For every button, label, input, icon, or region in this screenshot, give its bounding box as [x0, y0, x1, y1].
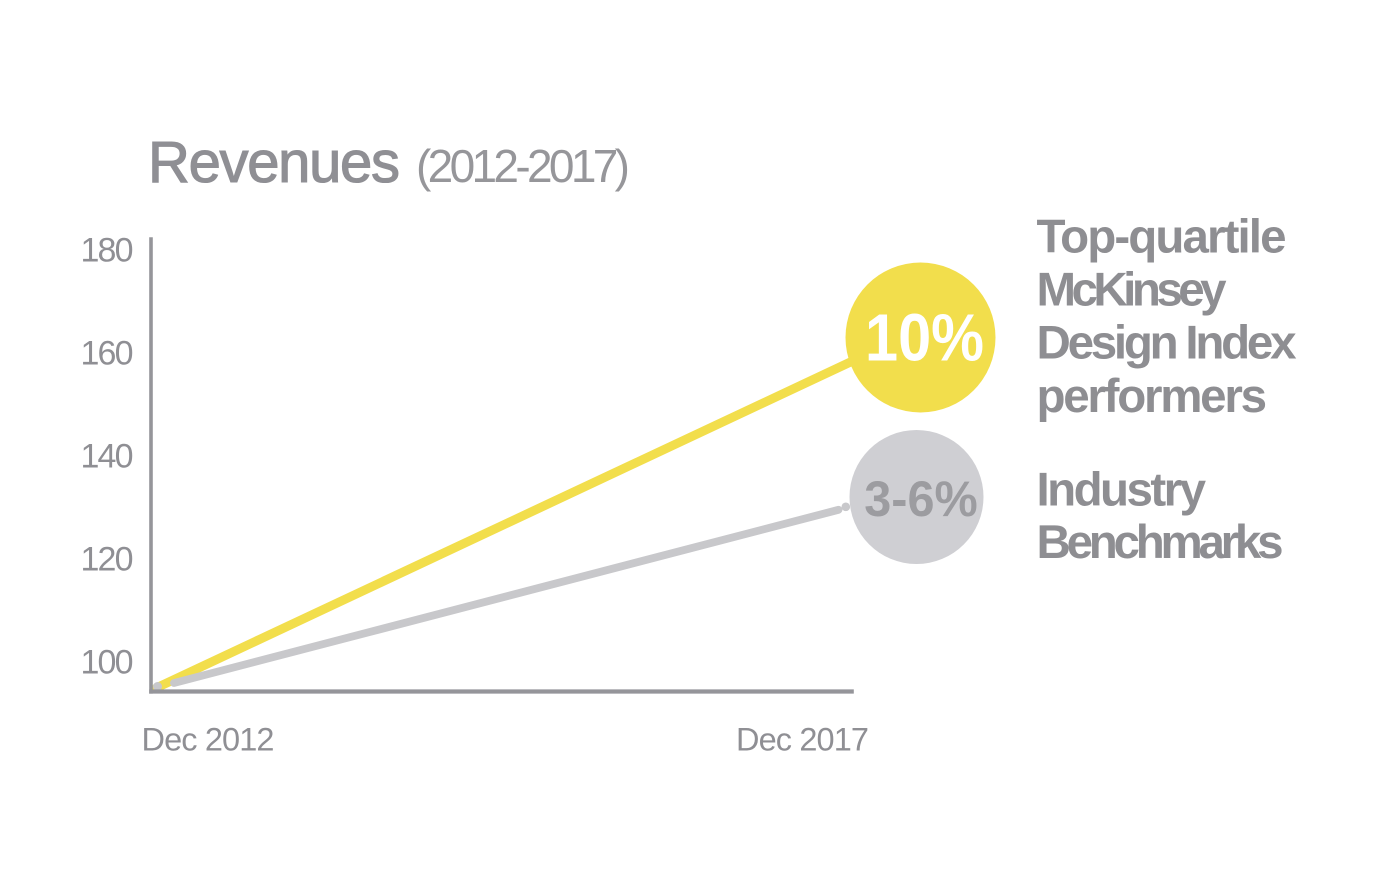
svg-text:Industry: Industry — [1037, 463, 1207, 516]
svg-text:Revenues: Revenues — [148, 130, 400, 195]
svg-text:Top-quartile: Top-quartile — [1037, 210, 1287, 263]
svg-text:McKinsey: McKinsey — [1037, 263, 1228, 316]
svg-text:Design Index: Design Index — [1037, 317, 1298, 370]
svg-text:3-6%: 3-6% — [864, 470, 978, 527]
svg-text:140: 140 — [81, 438, 134, 476]
svg-text:performers: performers — [1037, 370, 1268, 423]
svg-text:10%: 10% — [865, 301, 984, 376]
svg-text:(2012-2017): (2012-2017) — [416, 140, 630, 192]
svg-text:Dec 2012: Dec 2012 — [142, 722, 275, 758]
svg-text:160: 160 — [81, 335, 134, 373]
svg-text:100: 100 — [81, 644, 134, 682]
svg-text:120: 120 — [81, 541, 134, 579]
svg-text:180: 180 — [81, 232, 134, 270]
svg-text:Dec 2017: Dec 2017 — [736, 722, 869, 758]
svg-text:Benchmarks: Benchmarks — [1037, 516, 1284, 569]
